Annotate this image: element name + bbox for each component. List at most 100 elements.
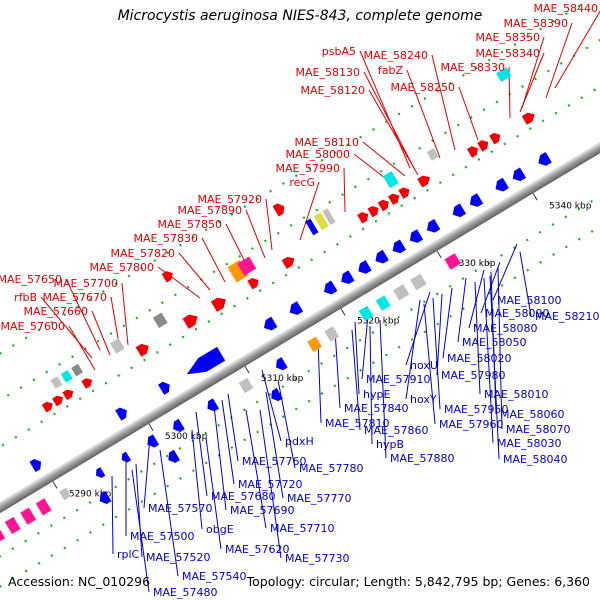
gene-arrow: [168, 449, 180, 463]
gene-label: MAE_57770: [287, 492, 351, 505]
gene-box: [59, 487, 72, 501]
gene-arrow: [135, 343, 149, 357]
leader-line: [368, 89, 419, 176]
gene-arrow: [452, 203, 467, 218]
gene-label: recG: [289, 176, 315, 189]
gene-label: MAE_57950: [444, 403, 508, 416]
gene-arrow: [477, 140, 489, 152]
gene-label: MAE_57480: [153, 586, 217, 599]
gene-arrow: [512, 167, 527, 182]
gene-label: MAE_57670: [43, 291, 107, 304]
tick-mark: [244, 365, 250, 374]
gene-label: MAE_58240: [364, 49, 428, 62]
gene-label: hypB: [376, 438, 404, 451]
gene-label: MAE_58390: [504, 17, 568, 30]
gene-label: MAE_57690: [230, 504, 294, 517]
gene-box: [382, 171, 399, 189]
leader-line: [131, 469, 150, 593]
leader-line: [483, 277, 494, 444]
gene-box: [322, 208, 336, 226]
gene-arrow: [52, 395, 64, 407]
dotted-line: [0, 38, 600, 402]
gene-label: MAE_57850: [158, 218, 222, 231]
gene-label: MAE_58110: [295, 136, 359, 149]
leader-line: [405, 299, 421, 400]
gene-label: MAE_57660: [24, 305, 88, 318]
leader-line: [334, 329, 341, 409]
leader-line: [317, 339, 322, 424]
leader-line: [457, 277, 467, 343]
leader-line: [343, 167, 346, 213]
gene-box: [426, 148, 439, 161]
leader-line: [91, 310, 111, 356]
gene-label: MAE_57730: [285, 552, 349, 565]
gene-label: MAE_58210: [535, 310, 599, 323]
leader-line: [40, 296, 93, 359]
gene-label: MAE_57810: [325, 417, 389, 430]
gene-label: MAE_58000: [286, 148, 350, 161]
gene-arrow: [115, 407, 127, 421]
gene-label: MAE_57980: [441, 369, 505, 382]
gene-label: MAE_57780: [299, 462, 363, 475]
leader-line: [431, 54, 456, 151]
leader-line: [354, 321, 360, 395]
tick-mark: [532, 193, 538, 201]
leader-line: [245, 409, 267, 529]
gene-box: [410, 273, 427, 291]
tick-label: 5330 kbp: [453, 259, 496, 269]
gene-arrow: [392, 239, 407, 254]
gene-label: rplC: [117, 548, 140, 561]
leader-line: [159, 449, 179, 577]
gene-label: MAE_57520: [146, 551, 210, 564]
leader-line: [474, 281, 481, 395]
gene-label: MAE_57860: [364, 424, 428, 437]
leader-line: [369, 325, 373, 445]
gene-label: MAE_58080: [473, 322, 537, 335]
gene-arrow: [182, 314, 198, 329]
topology-text: Topology: circular; Length: 5,842,795 bp…: [246, 574, 590, 589]
gene-arrow: [426, 218, 441, 233]
gene-label: MAE_58120: [301, 84, 365, 97]
gene-arrow: [469, 193, 484, 207]
gene-arrow: [388, 193, 400, 206]
leader-line: [65, 278, 101, 351]
leader-line: [379, 319, 387, 459]
gene-box: [237, 256, 257, 276]
gene-label: psbA5: [322, 45, 356, 58]
leader-line: [351, 329, 361, 431]
leader-line: [361, 314, 369, 380]
leader-line: [432, 297, 441, 410]
gene-label: MAE_58020: [447, 352, 511, 365]
gene-label: MAE_57720: [238, 478, 302, 491]
leader-line: [135, 463, 143, 558]
gene-label: MAE_57500: [130, 530, 194, 543]
gene-arrow: [495, 177, 509, 192]
gene-arrow: [210, 297, 226, 312]
gene-arrow: [121, 451, 132, 463]
leader-line: [545, 22, 573, 99]
gene-arrow: [489, 132, 501, 145]
leader-line: [458, 86, 479, 141]
gene-arrow: [95, 467, 106, 478]
gene-label: MAE_58100: [497, 294, 561, 307]
gene-label: MAE_57890: [178, 204, 242, 217]
gene-box: [60, 370, 73, 383]
leader-line: [405, 291, 431, 366]
gene-label: MAE_58070: [506, 423, 570, 436]
gene-arrow: [41, 401, 53, 413]
gene-box: [152, 312, 168, 328]
gene-box: [358, 305, 374, 322]
position-ticks: 5290 kbp 5300 kbp 5310 kbp 5320 kbp 5330 kbp…: [52, 193, 592, 499]
gene-arrow: [398, 187, 410, 199]
leader-line: [191, 429, 203, 530]
leader-line: [519, 251, 532, 317]
gene-arrow: [29, 458, 42, 473]
leader-line: [213, 405, 227, 511]
leader-line: [261, 369, 282, 442]
gene-label: pdxH: [285, 435, 314, 448]
gene-label: MAE_58010: [484, 388, 548, 401]
gene-arrow: [538, 152, 552, 166]
gene-arrow: [173, 418, 185, 433]
